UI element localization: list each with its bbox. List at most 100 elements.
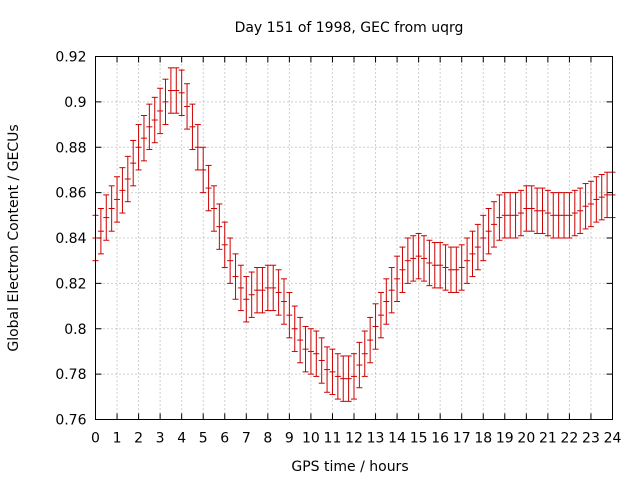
error-bar-point: [372, 303, 379, 350]
error-bar-point: [237, 264, 244, 312]
x-tick-label: 12: [345, 431, 363, 447]
x-tick-label: 0: [91, 431, 100, 447]
error-bar-point: [119, 167, 126, 214]
error-bar-point: [458, 244, 465, 291]
error-bar-point: [561, 192, 568, 239]
error-bar-point: [539, 187, 546, 234]
x-tick-label: 23: [582, 431, 600, 447]
error-bar-point: [431, 242, 438, 289]
error-bar-point: [577, 187, 584, 234]
y-tick-label: 0.86: [55, 186, 86, 202]
y-tick-label: 0.92: [55, 50, 86, 66]
error-bar-point: [528, 185, 535, 232]
error-bar-point: [270, 264, 277, 312]
plot-frame: [95, 56, 613, 420]
x-tick-label: 7: [242, 431, 251, 447]
error-bar-point: [480, 214, 487, 262]
error-bar-point: [351, 353, 357, 400]
error-bar-point: [555, 192, 562, 239]
y-tick-label: 0.78: [55, 367, 86, 383]
error-bar-point: [426, 239, 433, 287]
x-tick-label: 1: [113, 431, 122, 447]
error-bar-point: [469, 230, 476, 278]
error-bar-point: [146, 103, 153, 151]
error-bar-point: [512, 192, 519, 239]
error-bar-point: [544, 189, 551, 237]
error-bar-point: [178, 69, 185, 116]
error-bar-point: [587, 180, 594, 228]
error-bar-point: [307, 328, 314, 375]
error-bar-point: [135, 124, 142, 171]
error-bar-point: [474, 223, 481, 271]
x-tick-label: 8: [263, 431, 272, 447]
error-bar-point: [108, 185, 115, 232]
x-tick-label: 5: [199, 431, 208, 447]
error-bar-point: [275, 269, 282, 316]
error-bar-point: [447, 246, 454, 293]
error-bar-point: [130, 139, 137, 187]
grid: [95, 56, 613, 420]
error-bar-point: [437, 242, 444, 289]
error-bar-point: [534, 187, 541, 234]
error-bar-point: [97, 208, 104, 255]
error-bar-point: [221, 221, 228, 268]
error-bar-point: [410, 235, 417, 282]
x-tick-label: 22: [561, 431, 579, 447]
error-bar-point: [291, 305, 298, 352]
x-tick-label: 4: [177, 431, 186, 447]
error-bar-point: [523, 185, 530, 232]
error-bar-point: [157, 87, 164, 135]
y-tick-label: 0.76: [55, 413, 86, 429]
error-bar-point: [404, 237, 411, 284]
y-tick-label: 0.8: [64, 322, 86, 338]
x-tick-label: 14: [388, 431, 406, 447]
error-bar-point: [361, 330, 368, 377]
error-bar-point: [388, 266, 395, 314]
error-bar-point: [227, 237, 234, 284]
error-bar-point: [598, 173, 605, 221]
error-bar-point: [383, 278, 390, 325]
error-bar-point: [329, 348, 336, 396]
error-bar-point: [394, 255, 401, 303]
y-tick-label: 0.84: [55, 231, 86, 247]
y-axis-label: Global Electron Content / GECUs: [6, 124, 22, 351]
error-bar-point: [593, 176, 600, 223]
error-bar-point: [173, 67, 180, 114]
error-bar-point: [566, 192, 573, 239]
error-bar-point: [496, 194, 503, 241]
x-tick-label: 6: [220, 431, 229, 447]
error-bar-point: [216, 203, 223, 250]
error-bar-point: [334, 353, 341, 400]
gec-series: [92, 67, 616, 402]
error-bar-point: [491, 201, 498, 248]
error-bar-point: [232, 253, 239, 300]
error-bar-point: [167, 67, 174, 114]
error-bar-point: [415, 232, 422, 280]
error-bar-point: [517, 189, 524, 237]
error-bar-point: [582, 183, 589, 230]
error-bar-point: [345, 355, 352, 402]
x-tick-label: 20: [517, 431, 535, 447]
error-bar-point: [140, 114, 147, 162]
error-bar-point: [550, 192, 557, 239]
error-bar-point: [464, 237, 471, 284]
error-bar-point: [280, 278, 287, 325]
error-bar-point: [162, 78, 169, 126]
error-bar-point: [200, 146, 207, 194]
error-bar-point: [302, 325, 309, 373]
error-bar-point: [485, 208, 492, 255]
x-tick-label: 15: [410, 431, 428, 447]
y-tick-label: 0.88: [55, 140, 86, 156]
error-bar-point: [205, 164, 212, 212]
x-tick-label: 9: [285, 431, 294, 447]
x-axis-ticks: 0 1 2 3 4 5 6 7 8 9 10 11 12 13 14 15 16 17 18 19 20 21 22 23 24: [91, 56, 622, 447]
x-tick-label: 21: [539, 431, 557, 447]
error-bar-point: [421, 235, 428, 282]
error-bar-point: [210, 185, 217, 232]
error-bar-point: [248, 271, 255, 318]
error-bar-point: [243, 276, 250, 323]
error-bar-point: [453, 246, 460, 293]
x-tick-label: 24: [604, 431, 622, 447]
error-bar-point: [367, 316, 374, 364]
x-tick-label: 19: [496, 431, 514, 447]
